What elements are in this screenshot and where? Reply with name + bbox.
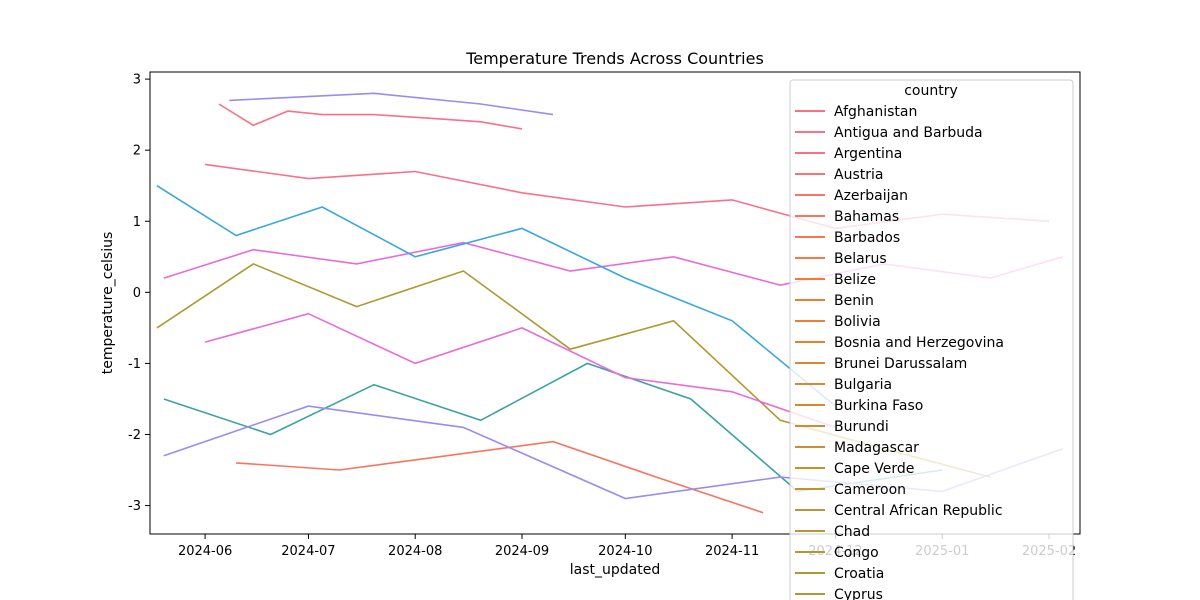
x-tick-label: 2024-09 xyxy=(495,544,549,559)
legend-item-label: Congo xyxy=(834,545,879,561)
legend-item-label: Antigua and Barbuda xyxy=(834,125,983,141)
legend-item-label: Croatia xyxy=(834,566,884,582)
x-tick-label: 2024-06 xyxy=(178,544,232,559)
series-line-7 xyxy=(236,440,764,514)
legend-item-label: Argentina xyxy=(834,146,902,162)
legend-item-label: Burkina Faso xyxy=(834,398,923,414)
legend-item-label: Benin xyxy=(834,293,874,309)
chart-title: Temperature Trends Across Countries xyxy=(465,49,764,68)
y-tick-label: -2 xyxy=(128,428,141,443)
series-line-10 xyxy=(204,312,836,429)
legend-item-label: Cyprus xyxy=(834,587,883,600)
legend-item-label: Central African Republic xyxy=(834,503,1003,519)
series-line-5 xyxy=(156,185,836,407)
y-tick-label: 3 xyxy=(133,73,141,88)
legend-item-label: Azerbaijan xyxy=(834,188,908,204)
legend-item-label: Madagascar xyxy=(834,440,919,456)
legend-item-label: Barbados xyxy=(834,230,900,246)
legend-item-label: Belarus xyxy=(834,251,887,267)
legend-box xyxy=(789,79,1074,600)
legend-item-label: Cameroon xyxy=(834,482,906,498)
legend-item-label: Bolivia xyxy=(834,314,881,330)
x-tick-label: 2024-10 xyxy=(598,544,652,559)
y-axis: -3 -2 -1 0 1 2 3 xyxy=(128,73,150,514)
y-axis-label: temperature_celsius xyxy=(100,232,116,375)
legend-item-label: Brunei Darussalam xyxy=(834,356,967,372)
legend-item-label: Afghanistan xyxy=(834,104,917,120)
x-tick-label: 2024-11 xyxy=(705,544,759,559)
plot-frame xyxy=(149,71,1081,535)
y-tick-label: 2 xyxy=(133,144,141,159)
x-tick-label: 2024-08 xyxy=(388,544,442,559)
series-line-1 xyxy=(218,103,523,130)
legend-item-label: Chad xyxy=(834,524,870,540)
y-tick-label: -1 xyxy=(128,357,141,372)
x-axis-label: last_updated xyxy=(570,562,660,578)
x-tick-label: 2024-07 xyxy=(281,544,335,559)
series-line-8 xyxy=(163,362,943,493)
legend-item-label: Bulgaria xyxy=(834,377,892,393)
legend-item-label: Cape Verde xyxy=(834,461,914,477)
legend-item-label: Belize xyxy=(834,272,876,288)
legend-item-label: Austria xyxy=(834,167,883,183)
legend-item-label: Burundi xyxy=(834,419,889,435)
series-line-2 xyxy=(229,92,554,116)
legend: country Afghanistan Antigua and Barbuda Ar… xyxy=(789,79,1074,600)
legend-item-label: Bosnia and Herzegovina xyxy=(834,335,1004,351)
legend-title: country xyxy=(904,83,958,99)
y-tick-label: -3 xyxy=(128,499,141,514)
y-tick-label: 0 xyxy=(133,286,141,301)
legend-item-label: Bahamas xyxy=(834,209,899,225)
y-tick-label: 1 xyxy=(133,215,141,230)
